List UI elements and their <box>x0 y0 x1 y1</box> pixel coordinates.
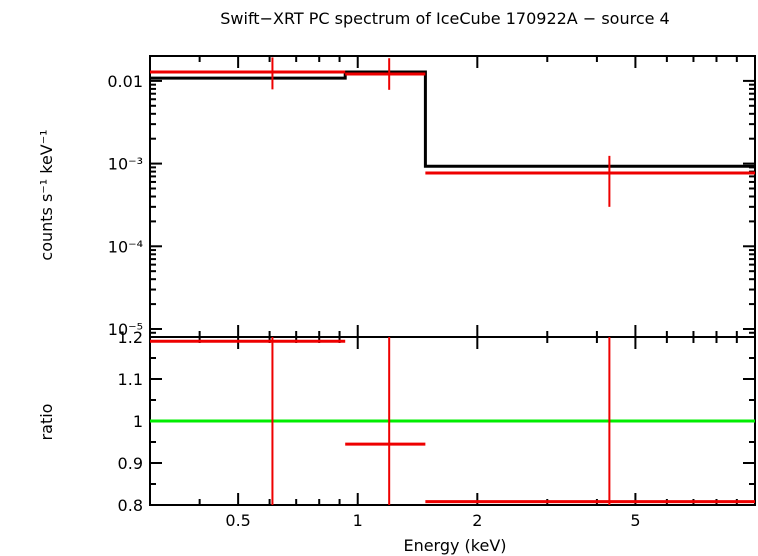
x-tick-label: 2 <box>472 511 482 530</box>
y-tick-label-ratio: 1.2 <box>118 328 143 347</box>
chart-title: Swift−XRT PC spectrum of IceCube 170922A… <box>220 9 669 28</box>
y-tick-label-ratio: 0.9 <box>118 454 143 473</box>
y-tick-label-spectrum: 10⁻⁴ <box>108 237 143 256</box>
y-axis-label-spectrum: counts s⁻¹ keV⁻¹ <box>37 129 56 260</box>
y-axis-label-ratio: ratio <box>37 404 56 441</box>
y-tick-label-spectrum: 0.01 <box>107 72 143 91</box>
spectrum-panel-frame <box>149 55 756 338</box>
y-tick-label-ratio: 1.1 <box>118 370 143 389</box>
model-step-line <box>150 70 755 168</box>
y-tick-label-ratio: 0.8 <box>118 496 143 515</box>
y-tick-label-spectrum: 10⁻⁵ <box>108 320 143 339</box>
y-tick-label-spectrum: 10⁻³ <box>108 155 143 174</box>
x-tick-label: 1 <box>353 511 363 530</box>
x-axis-label: Energy (keV) <box>403 536 506 555</box>
x-tick-label: 5 <box>630 511 640 530</box>
y-tick-label-ratio: 1 <box>133 412 143 431</box>
plot-layer: 0.5 1 2 5 0.01 10⁻³ 10⁻⁴ 10⁻⁵ 0.8 0.9 1 1.1 1.2 <box>107 55 756 530</box>
x-tick-label: 0.5 <box>225 511 250 530</box>
